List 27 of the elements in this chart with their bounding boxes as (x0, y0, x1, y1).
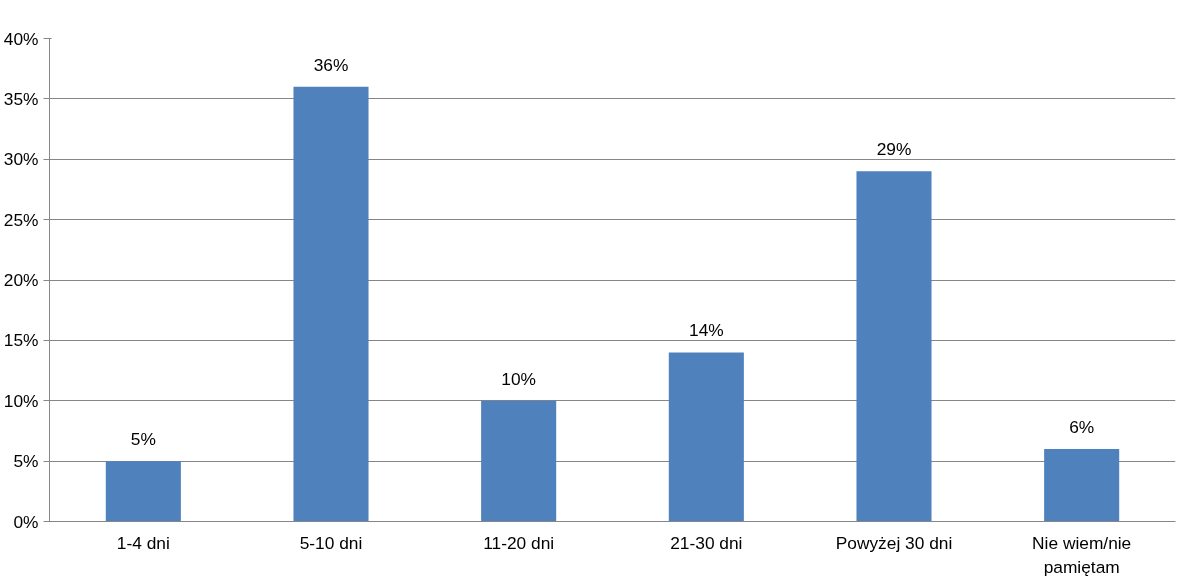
bar (1044, 449, 1120, 522)
x-tick-label: 5-10 dni (299, 532, 363, 553)
x-tick-label: 11-20 dni (483, 532, 555, 553)
bar (293, 86, 369, 522)
bar (481, 400, 557, 522)
x-tick-label: Nie wiem/nie pamiętam (1032, 532, 1132, 577)
y-tick-label: 5% (13, 451, 39, 472)
y-tick-label: 30% (3, 149, 39, 170)
y-tick-label: 15% (3, 330, 39, 351)
y-tick-label: 40% (3, 28, 39, 49)
y-tick-label: 0% (13, 511, 39, 532)
data-label: 14% (688, 320, 724, 341)
bar (856, 171, 932, 522)
y-tick-label: 35% (3, 88, 39, 109)
x-tick-label: 1-4 dni (116, 532, 170, 553)
x-tick-label: Powyżej 30 dni (835, 532, 953, 553)
data-label: 10% (501, 368, 537, 389)
x-tick-label: 21-30 dni (670, 532, 743, 553)
data-label: 5% (130, 429, 156, 450)
bar (668, 352, 744, 522)
y-tick-label: 20% (3, 270, 39, 290)
y-tick-label: 10% (3, 390, 39, 411)
data-label: 36% (313, 54, 349, 75)
bar (105, 461, 181, 522)
data-label: 29% (876, 139, 912, 160)
data-label: 6% (1069, 417, 1095, 438)
y-tick-label: 25% (3, 209, 39, 230)
